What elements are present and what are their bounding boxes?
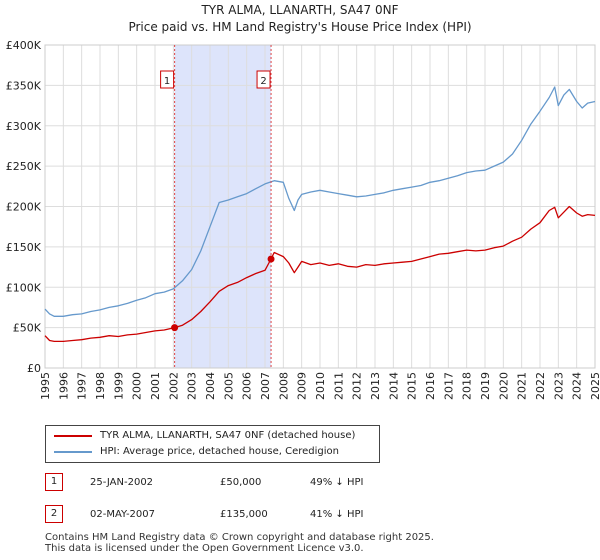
legend-label-property: TYR ALMA, LLANARTH, SA47 0NF (detached h… <box>100 430 356 441</box>
x-tick-label: 2000 <box>131 372 144 400</box>
series-line-property <box>44 205 596 343</box>
x-tick-label: 2012 <box>351 372 364 400</box>
x-tick-label: 2007 <box>259 372 272 400</box>
x-tick-label: 2020 <box>497 372 510 400</box>
x-tick-label: 2014 <box>387 372 400 400</box>
y-tick-label: £400K <box>6 39 42 52</box>
series-line-hpi <box>44 86 596 317</box>
transaction-hpi-diff: 41% ↓ HPI <box>310 509 364 520</box>
transaction-number: 2 <box>45 505 63 523</box>
y-tick-label: £50K <box>13 322 42 335</box>
line-chart: £0 £50K £100K £150K £200K £250K £300K £350K £400… <box>6 39 600 400</box>
x-tick-label: 2006 <box>241 372 254 400</box>
sale-point <box>267 255 275 263</box>
x-tick-label: 2019 <box>479 372 492 400</box>
legend-label-hpi: HPI: Average price, detached house, Cere… <box>100 446 339 457</box>
y-tick-label: £200K <box>6 201 42 214</box>
x-tick-label: 2018 <box>461 372 474 400</box>
x-tick-label: 2024 <box>571 372 584 400</box>
transaction-price: £135,000 <box>220 509 268 520</box>
x-tick-label: 2002 <box>167 372 180 400</box>
y-tick-label: £0 <box>27 362 41 375</box>
legend-swatch-property <box>54 435 92 437</box>
x-tick-label: 2003 <box>186 372 199 400</box>
x-tick-label: 2001 <box>149 372 162 400</box>
x-tick-label: 1999 <box>112 372 125 400</box>
chart-legend: TYR ALMA, LLANARTH, SA47 0NF (detached h… <box>45 425 380 463</box>
x-tick-label: 2022 <box>534 372 547 400</box>
x-tick-label: 2005 <box>222 372 235 400</box>
y-tick-label: £100K <box>6 281 42 294</box>
legend-swatch-hpi <box>54 451 92 453</box>
x-tick-label: 1995 <box>39 372 52 400</box>
x-tick-label: 2021 <box>516 372 529 400</box>
chart-title: TYR ALMA, LLANARTH, SA47 0NF <box>201 3 399 17</box>
transaction-hpi-diff: 49% ↓ HPI <box>310 477 364 488</box>
x-tick-label: 2025 <box>589 372 600 400</box>
footer-licence: This data is licensed under the Open Gov… <box>45 543 364 554</box>
x-tick-label: 2017 <box>442 372 455 400</box>
x-tick-label: 1998 <box>94 372 107 400</box>
y-tick-label: £300K <box>6 120 42 133</box>
x-tick-label: 1996 <box>57 372 70 400</box>
x-tick-label: 2009 <box>296 372 309 400</box>
y-tick-label: £250K <box>6 160 42 173</box>
marker-label: 1 <box>164 76 170 87</box>
x-tick-label: 2013 <box>369 372 382 400</box>
transaction-number: 1 <box>45 473 63 491</box>
plot-frame <box>44 44 596 369</box>
transaction-date: 02-MAY-2007 <box>90 509 156 520</box>
footer-copyright: Contains HM Land Registry data © Crown c… <box>45 532 434 543</box>
x-tick-label: 2016 <box>424 372 437 400</box>
sale-point <box>171 324 179 332</box>
marker-box <box>256 70 271 89</box>
footer: Contains HM Land Registry data © Crown c… <box>45 532 434 554</box>
marker-label: 2 <box>260 76 266 87</box>
x-tick-label: 2011 <box>332 372 345 400</box>
transaction-date: 25-JAN-2002 <box>90 477 154 488</box>
x-tick-label: 2023 <box>552 372 565 400</box>
marker-box <box>160 70 175 89</box>
x-tick-label: 2008 <box>277 372 290 400</box>
chart-subtitle: Price paid vs. HM Land Registry's House … <box>128 20 472 34</box>
x-tick-label: 2015 <box>406 372 419 400</box>
y-tick-label: £350K <box>6 79 42 92</box>
x-tick-label: 1997 <box>76 372 89 400</box>
x-tick-label: 2004 <box>204 372 217 400</box>
y-tick-label: £150K <box>6 241 42 254</box>
transaction-price: £50,000 <box>220 477 262 488</box>
x-tick-label: 2010 <box>314 372 327 400</box>
